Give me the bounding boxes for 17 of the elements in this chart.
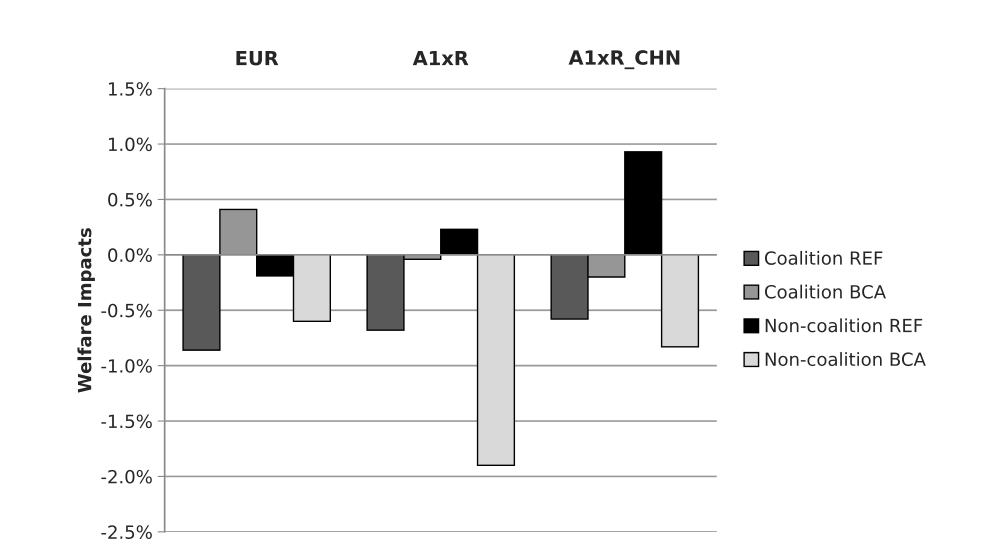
y-tick-label: -0.5% [101, 304, 152, 318]
legend-label: Non-coalition BCA [766, 352, 926, 366]
legend-label: Coalition REF [764, 250, 882, 265]
y-tick-label: -1.5% [101, 414, 152, 428]
legend-label: Non-coalition REF [766, 318, 922, 332]
y-tick-label: 1.0% [108, 138, 152, 152]
y-tick-label: -2.5% [101, 525, 152, 539]
x-tick-label: EUR [236, 50, 278, 66]
legend-label: Coalition BCA [764, 284, 886, 299]
x-tick-label: A1xR_CHN [568, 50, 680, 70]
y-axis-title: Welfare Impacts [77, 228, 95, 393]
y-tick-label: 0.5% [108, 192, 152, 207]
x-tick-label: A1xR [412, 50, 468, 66]
y-tick-label: -1.0% [101, 359, 152, 373]
y-tick-label: 1.5% [108, 82, 152, 96]
y-tick-label: -2.0% [101, 470, 152, 484]
y-tick-label: 0.0% [108, 248, 152, 262]
